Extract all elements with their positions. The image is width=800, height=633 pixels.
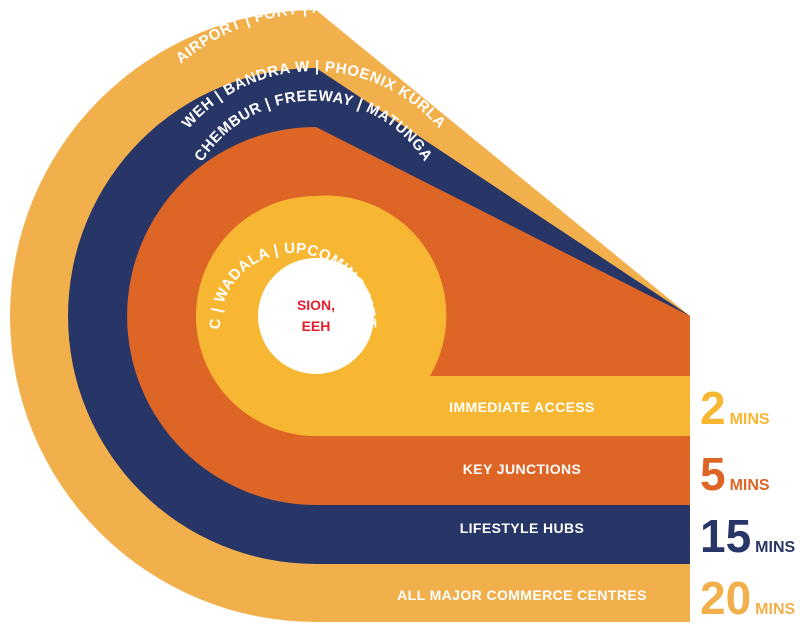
time-lifestyle: 15 MINS [700,510,796,562]
time-junctions: 5 MINS [700,448,770,500]
center-label-line2: EEH [302,318,331,334]
band-label-commerce: ALL MAJOR COMMERCE CENTRES [397,587,647,603]
time-immediate: 2 MINS [700,382,770,434]
band-label-junctions: KEY JUNCTIONS [463,461,582,477]
band-label-lifestyle: LIFESTYLE HUBS [460,520,585,536]
center-circle [258,258,374,374]
ring-immediate [196,195,690,436]
band-label-immediate: IMMEDIATE ACCESS [449,399,595,415]
time-commerce: 20 MINS [700,572,796,624]
center-label-line1: SION, [297,297,335,313]
